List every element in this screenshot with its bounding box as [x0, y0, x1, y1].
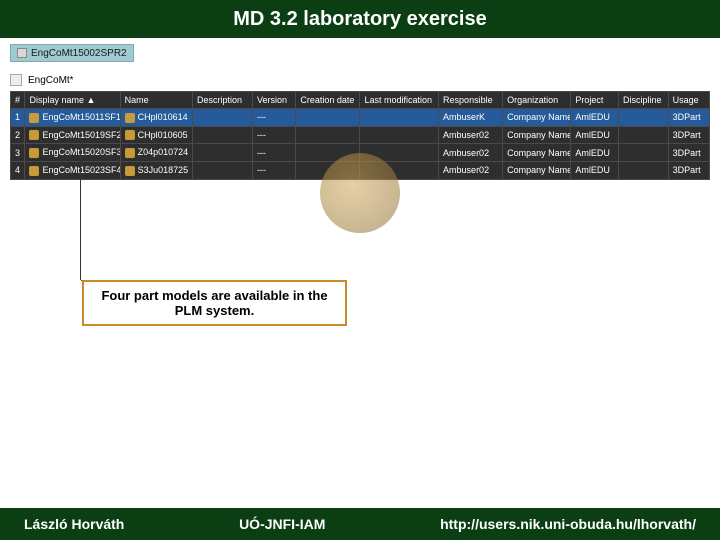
table-cell: Ambuser02	[439, 161, 503, 179]
table-cell	[360, 144, 439, 162]
tab-strip: EngCoMt15002SPR2	[0, 38, 720, 65]
table-cell: ---	[252, 144, 295, 162]
table-cell: S3Ju018725	[120, 161, 192, 179]
table-cell: EngCoMt15020SF3 ---	[25, 144, 120, 162]
table-cell: 2	[11, 126, 25, 144]
table-cell: AmbuserK	[439, 109, 503, 127]
callout-leader	[80, 140, 81, 280]
part-icon	[29, 148, 39, 158]
footer-url: http://users.nik.uni-obuda.hu/lhorvath/	[440, 516, 696, 532]
query-bar: EngCoMt*	[10, 71, 710, 89]
table-cell: ---	[252, 109, 295, 127]
footer-banner: László Horváth UÓ-JNFI-IAM http://users.…	[0, 508, 720, 540]
table-cell	[296, 144, 360, 162]
table-cell: EngCoMt15011SF1 ---	[25, 109, 120, 127]
table-cell	[296, 109, 360, 127]
column-header[interactable]: Creation date	[296, 92, 360, 109]
table-cell: CHpl010614	[120, 109, 192, 127]
table-cell: Company Name	[503, 161, 571, 179]
column-header[interactable]: #	[11, 92, 25, 109]
table-cell: Company Name	[503, 144, 571, 162]
footer-author: László Horváth	[24, 516, 124, 532]
column-header[interactable]: Display name ▲	[25, 92, 120, 109]
table-cell: 3	[11, 144, 25, 162]
column-header[interactable]: Description	[192, 92, 252, 109]
table-cell: CHpl010605	[120, 126, 192, 144]
column-header[interactable]: Name	[120, 92, 192, 109]
table-cell	[192, 109, 252, 127]
table-cell	[192, 161, 252, 179]
table-cell: EngCoMt15023SF4 ---	[25, 161, 120, 179]
query-icon	[10, 74, 22, 86]
page-title: MD 3.2 laboratory exercise	[233, 8, 486, 31]
table-cell: AmlEDU	[571, 161, 619, 179]
column-header[interactable]: Organization	[503, 92, 571, 109]
name-icon	[125, 166, 135, 176]
table-cell: AmlEDU	[571, 144, 619, 162]
table-cell: 3DPart	[668, 109, 709, 127]
table-cell: 3DPart	[668, 144, 709, 162]
table-cell: Company Name	[503, 109, 571, 127]
results-table-wrap: #Display name ▲NameDescriptionVersionCre…	[10, 91, 710, 180]
table-cell	[192, 144, 252, 162]
table-row[interactable]: 2EngCoMt15019SF2 ---CHpl010605 --- Ambuser…	[11, 126, 710, 144]
table-cell: AmlEDU	[571, 126, 619, 144]
table-cell: 4	[11, 161, 25, 179]
table-cell: Company Name	[503, 126, 571, 144]
query-text: EngCoMt*	[28, 75, 74, 86]
table-cell	[296, 161, 360, 179]
table-row[interactable]: 3EngCoMt15020SF3 ---Z04p010724 --- Ambuser…	[11, 144, 710, 162]
table-cell: EngCoMt15019SF2 ---	[25, 126, 120, 144]
name-icon	[125, 113, 135, 123]
title-banner: MD 3.2 laboratory exercise	[0, 0, 720, 38]
table-cell	[618, 126, 668, 144]
table-cell: 3DPart	[668, 126, 709, 144]
name-icon	[125, 148, 135, 158]
results-table: #Display name ▲NameDescriptionVersionCre…	[10, 91, 710, 180]
name-icon	[125, 130, 135, 140]
table-cell	[360, 161, 439, 179]
column-header[interactable]: Project	[571, 92, 619, 109]
column-header[interactable]: Version	[252, 92, 295, 109]
table-header-row: #Display name ▲NameDescriptionVersionCre…	[11, 92, 710, 109]
table-cell	[296, 126, 360, 144]
table-cell	[360, 109, 439, 127]
table-row[interactable]: 1EngCoMt15011SF1 ---CHpl010614 --- Ambuser…	[11, 109, 710, 127]
table-cell	[618, 161, 668, 179]
table-cell: ---	[252, 126, 295, 144]
table-cell	[192, 126, 252, 144]
column-header[interactable]: Last modification	[360, 92, 439, 109]
table-row[interactable]: 4EngCoMt15023SF4 ---S3Ju018725 --- Ambuser…	[11, 161, 710, 179]
part-icon	[29, 166, 39, 176]
tab-label: EngCoMt15002SPR2	[31, 48, 127, 59]
table-cell: 3DPart	[668, 161, 709, 179]
table-cell	[360, 126, 439, 144]
table-cell: Ambuser02	[439, 126, 503, 144]
footer-affil: UÓ-JNFI-IAM	[239, 516, 325, 532]
column-header[interactable]: Usage	[668, 92, 709, 109]
callout-box: Four part models are available in the PL…	[82, 280, 347, 326]
part-icon	[29, 130, 39, 140]
part-icon	[29, 113, 39, 123]
table-cell: Z04p010724	[120, 144, 192, 162]
column-header[interactable]: Discipline	[618, 92, 668, 109]
tab-icon	[17, 48, 27, 58]
table-cell: ---	[252, 161, 295, 179]
table-cell	[618, 109, 668, 127]
column-header[interactable]: Responsible	[439, 92, 503, 109]
table-cell	[618, 144, 668, 162]
table-cell: AmlEDU	[571, 109, 619, 127]
table-cell: 1	[11, 109, 25, 127]
callout-text: Four part models are available in the PL…	[101, 288, 327, 318]
table-cell: Ambuser02	[439, 144, 503, 162]
tab-engcomt[interactable]: EngCoMt15002SPR2	[10, 44, 134, 62]
